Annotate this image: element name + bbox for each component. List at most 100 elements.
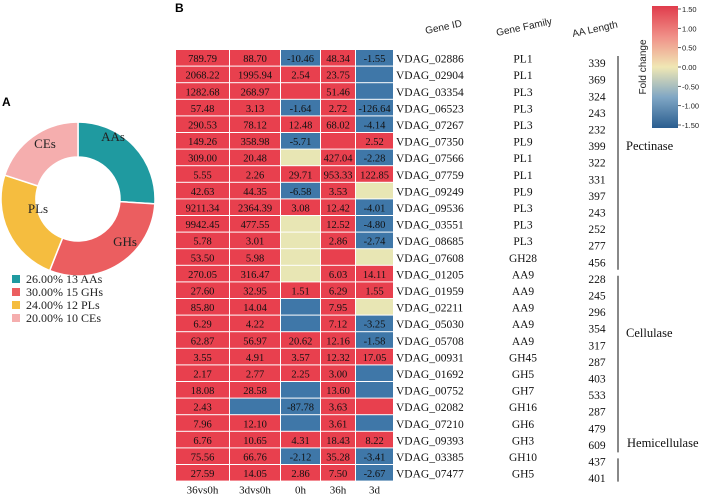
heatmap-value: 358.98 [241,137,270,148]
heatmap-cell [176,315,229,332]
heatmap-cell [281,182,320,199]
heatmap-value: 14.05 [243,469,267,480]
legend-swatch-aas [12,275,20,283]
aa-length-label: 339 [588,58,606,70]
heatmap-value: 28.58 [243,386,267,397]
heatmap-cell [281,332,320,348]
colorbar-tick-label: 1.50 [682,5,697,14]
heatmap-cell [321,149,355,166]
heatmap-cell [230,431,280,448]
heatmap-value: 6.29 [329,287,347,298]
heatmap-cell [176,182,229,199]
gene-id-label: VDAG_03551 [396,220,464,232]
heatmap-cell [321,166,355,182]
gene-id-label: VDAG_07477 [396,469,464,481]
aa-length-label: 277 [588,241,606,253]
heatmap-value: 12.48 [289,121,313,132]
heatmap-value: 53.50 [191,253,215,264]
heatmap-value: 149.26 [188,137,217,148]
heatmap-cell [356,66,393,83]
aa-length-label: 397 [588,191,606,203]
gene-id-label: VDAG_02904 [396,70,464,82]
heatmap-cell [230,83,280,99]
aa-length-label: 533 [588,390,606,402]
gene-family-label: GH10 [509,452,537,464]
heatmap-cell [281,232,320,249]
donut-label-aas: AAs [101,129,125,144]
heatmap-cell [356,249,393,265]
heatmap-value: 3.61 [329,419,347,430]
donut-slice-aas [77,121,156,205]
heatmap-cell [356,382,393,398]
gene-id-label: VDAG_01692 [396,369,464,381]
gene-id-label: VDAG_05708 [396,336,464,348]
heatmap-value: -3.41 [364,453,386,464]
heatmap-value: 477.55 [241,220,270,231]
gene-id-label: VDAG_07210 [396,419,464,431]
heatmap-value: 85.80 [191,303,215,314]
heatmap-value: 78.12 [243,121,267,132]
gene-family-label: PL3 [513,236,532,248]
heatmap-cell [281,133,320,149]
heatmap-cell [281,431,320,448]
heatmap-value: 7.12 [329,320,347,331]
heatmap-cell [356,398,393,415]
gene-family-label: AA9 [512,269,535,281]
heatmap-cell [281,249,320,265]
heatmap-cell [321,348,355,365]
heatmap-value: 48.34 [326,54,350,65]
heatmap-value: 427.04 [324,154,354,165]
heatmap-cell [176,232,229,249]
heatmap-cell [281,415,320,431]
heatmap-value: 32.95 [243,287,267,298]
heatmap-cell [321,265,355,282]
heatmap-value: 3.00 [329,370,347,381]
heatmap-cell [230,382,280,398]
heatmap-cell [321,133,355,149]
aa-length-label: 296 [588,307,606,319]
heatmap-value: -2.74 [364,237,387,248]
heatmap-value: 2.77 [246,370,264,381]
heatmap-cell [230,249,280,265]
heatmap-cell [356,166,393,182]
donut-chart: AAs GHs PLs CEs [0,121,156,277]
gene-family-label: PL9 [513,186,532,198]
heatmap-value: 9942.45 [185,220,219,231]
gene-family-label: PL3 [513,120,532,132]
heatmap-value: 29.71 [289,170,313,181]
heatmap-cell [176,465,229,481]
heatmap-cell [356,448,393,464]
heatmap-cell [176,99,229,116]
group-label: Hemicellulase [627,436,699,450]
aa-length-label: 245 [588,291,606,303]
heatmap-cell [230,315,280,332]
heatmap-cell [321,332,355,348]
heatmap-cell [356,216,393,232]
enzyme-groups: Pectinase Cellulase Hemicellulase [617,56,699,482]
heatmap-cell [230,282,280,298]
heatmap-cell [281,166,320,182]
gene-id-label: VDAG_06523 [396,103,464,115]
heatmap-cell [321,66,355,83]
heatmap-value: 2.86 [329,237,347,248]
heatmap-value: 2.72 [329,104,347,115]
heatmap-value: 10.65 [243,436,267,447]
donut-label-ces: CEs [34,136,56,151]
heatmap-cell [356,365,393,381]
legend-label-aas: 26.00% 13 AAs [26,272,103,286]
heatmap-value: -5.71 [290,137,312,148]
heatmap-value: 1.51 [291,287,309,298]
heatmap-value: 309.00 [188,154,217,165]
aa-length-label: 399 [588,141,606,153]
gene-family-label: AA9 [512,286,535,298]
heatmap-cell [356,50,393,66]
heatmap-value: -2.28 [364,154,386,165]
heatmap-cell [356,232,393,249]
heatmap-cell [281,348,320,365]
heatmap-cell [281,149,320,166]
heatmap-cell [321,232,355,249]
gene-family-label: GH3 [512,435,535,447]
heatmap-cell [321,282,355,298]
heatmap-cell [230,199,280,215]
heatmap-value: -126.64 [358,104,391,115]
